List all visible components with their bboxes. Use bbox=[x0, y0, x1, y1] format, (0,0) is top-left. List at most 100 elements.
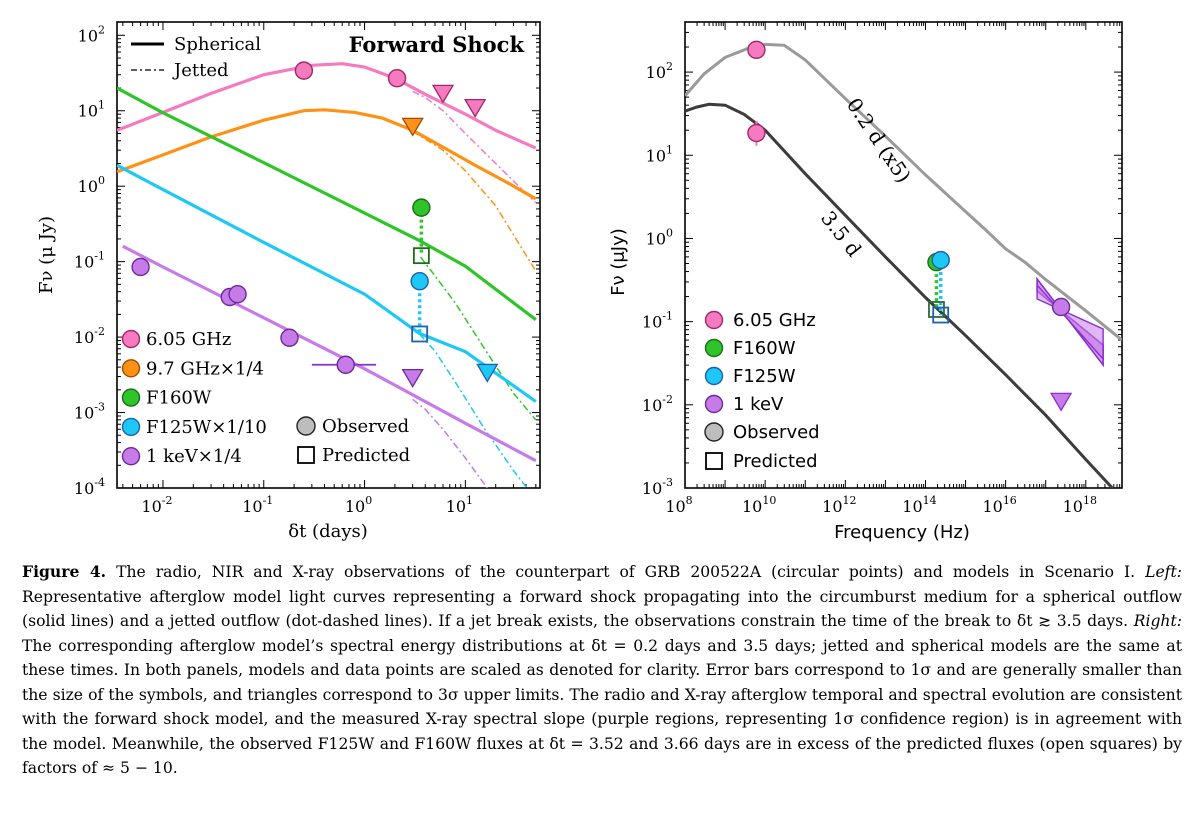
left-spherical-line-4 bbox=[122, 244, 537, 463]
left-markers bbox=[131, 61, 499, 388]
caption-right-label: Right: bbox=[1133, 612, 1182, 630]
left-ticks bbox=[117, 22, 540, 489]
left-jetted-line-0 bbox=[412, 90, 537, 204]
right-panel-sed: 108 1010 1012 1014 1016 1018 102 101 100 10-1 10-2… bbox=[608, 21, 1123, 543]
right-ytick-label-3: 10-1 bbox=[642, 310, 673, 332]
left-legend-label-2: F160W bbox=[146, 388, 212, 409]
right-ticks bbox=[684, 21, 1123, 489]
caption-left-label: Left: bbox=[1145, 563, 1182, 581]
left-observed-point-0-0 bbox=[294, 61, 314, 80]
left-upper-limit-0-0 bbox=[431, 84, 455, 104]
right-xtick-label-0: 108 bbox=[665, 494, 692, 516]
left-upper-limit-3-0 bbox=[476, 363, 499, 383]
right-upper-limit-0 bbox=[1049, 392, 1073, 412]
right-legend-observed-label: Observed bbox=[733, 422, 820, 443]
right-xtick-label-5: 1018 bbox=[1063, 494, 1097, 516]
right-observed-point-0-1 bbox=[747, 123, 766, 143]
right-sed-lines bbox=[685, 42, 1122, 488]
right-observed-point-2-0 bbox=[931, 250, 950, 270]
caption-text-1: The radio, NIR and X-ray observations of… bbox=[106, 563, 1146, 581]
left-observed-point-0-1 bbox=[387, 68, 407, 88]
right-xlabel: Frequency (Hz) bbox=[834, 522, 970, 543]
right-markers bbox=[747, 40, 1073, 412]
right-xtick-label-2: 1012 bbox=[822, 494, 856, 516]
left-legend-marker-0 bbox=[121, 329, 141, 349]
left-legend-marker-3 bbox=[121, 417, 141, 437]
left-xtick-label-2: 100 bbox=[345, 494, 372, 516]
left-jetted-line-4 bbox=[412, 398, 489, 488]
left-jetted-line-1 bbox=[412, 130, 537, 272]
right-legend-marker-2 bbox=[704, 366, 724, 386]
left-ytick-label-3: 10-1 bbox=[74, 250, 105, 272]
right-annotation-02d: 0.2 d (x5) bbox=[842, 93, 916, 187]
right-ylabel: Fν (μJy) bbox=[608, 228, 629, 296]
left-observed-point-3-0 bbox=[410, 272, 429, 291]
left-legend-label-0: 6.05 GHz bbox=[146, 329, 231, 350]
caption-label: Figure 4. bbox=[22, 562, 107, 581]
right-legend-predicted-label: Predicted bbox=[733, 451, 818, 472]
left-xtick-label-3: 101 bbox=[446, 494, 473, 516]
left-upper-limit-1-0 bbox=[401, 117, 424, 137]
left-upper-limit-0-1 bbox=[464, 98, 487, 118]
left-ytick-label-0: 102 bbox=[78, 23, 105, 45]
right-observed-point-3-0 bbox=[1051, 297, 1071, 317]
right-predicted-square-0 bbox=[928, 301, 945, 318]
right-legend-marker-3 bbox=[704, 394, 724, 414]
figure-caption: Figure 4. The radio, NIR and X-ray obser… bbox=[22, 560, 1182, 781]
left-observed-point-4-0 bbox=[131, 257, 150, 277]
left-ytick-label-2: 100 bbox=[78, 174, 105, 196]
left-predicted-square-3-0 bbox=[411, 325, 429, 343]
left-panel-lightcurves: 10-2 10-1 100 101 102 101 100 10-1 10-2 10-3 10-4 F… bbox=[36, 21, 541, 542]
right-ytick-label-1: 101 bbox=[646, 143, 673, 165]
right-ytick-label-4: 10-2 bbox=[642, 393, 673, 415]
left-legend-observed-label: Observed bbox=[322, 416, 409, 437]
right-xray-bowtie-b bbox=[1036, 283, 1104, 361]
legend-jetted-label: Jetted bbox=[172, 60, 229, 81]
left-spherical-line-2 bbox=[117, 86, 537, 321]
left-ylabel: Fν (μ Jy) bbox=[36, 216, 57, 294]
left-legend-observed-marker bbox=[296, 416, 316, 436]
right-legend-marker-0 bbox=[704, 310, 724, 330]
right-observed-point-0-0 bbox=[747, 40, 766, 60]
left-xlabel: δt (days) bbox=[288, 521, 368, 542]
right-xtick-label-1: 1010 bbox=[742, 494, 776, 516]
left-jetted-line-2 bbox=[420, 256, 537, 421]
left-model-lines bbox=[117, 62, 537, 488]
left-xtick-label-0: 10-2 bbox=[141, 494, 172, 516]
left-observed-point-4-4 bbox=[336, 355, 355, 374]
left-legend-label-1: 9.7 GHz×1/4 bbox=[146, 358, 264, 379]
left-legend-predicted-marker bbox=[297, 446, 315, 464]
right-xtick-label-4: 1016 bbox=[982, 494, 1016, 516]
left-legend-marker-1 bbox=[121, 359, 141, 378]
right-frame bbox=[684, 21, 1123, 489]
left-legend-predicted-label: Predicted bbox=[322, 445, 410, 466]
left-observed-point-4-3 bbox=[280, 328, 299, 347]
left-spherical-line-3 bbox=[117, 163, 537, 403]
right-legend-label-1: F160W bbox=[733, 338, 796, 359]
legend-spherical-label: Spherical bbox=[174, 34, 261, 55]
right-legend-observed-marker bbox=[704, 422, 724, 442]
right-legend-label-3: 1 keV bbox=[733, 394, 784, 415]
left-spherical-line-1 bbox=[117, 108, 537, 201]
left-spherical-line-0 bbox=[117, 62, 537, 150]
right-legend-label-2: F125W bbox=[733, 366, 796, 387]
left-ytick-label-6: 10-4 bbox=[74, 476, 105, 498]
right-legend-predicted-marker bbox=[705, 452, 723, 470]
right-sed-line-1 bbox=[685, 102, 1115, 488]
left-ytick-label-4: 10-2 bbox=[74, 325, 105, 347]
right-predicted-square-1 bbox=[932, 306, 950, 324]
figure-canvas: 10-2 10-1 100 101 102 101 100 10-1 10-2 10-3 10-4 F… bbox=[36, 21, 1123, 543]
left-observed-point-4-2 bbox=[228, 285, 247, 304]
right-annotation-35d: 3.5 d bbox=[816, 206, 866, 261]
left-ytick-label-5: 10-3 bbox=[74, 401, 105, 423]
left-predicted-square-2-0 bbox=[412, 247, 430, 265]
left-legend-marker-4 bbox=[121, 447, 141, 466]
left-title: Forward Shock bbox=[349, 32, 525, 57]
right-xtick-label-3: 1014 bbox=[902, 494, 936, 516]
right-ytick-label-2: 100 bbox=[646, 226, 673, 248]
left-legend-label-4: 1 keV×1/4 bbox=[146, 446, 242, 467]
caption-text-3: The corresponding afterglow model’s spec… bbox=[22, 636, 1182, 778]
left-legend-marker-2 bbox=[121, 388, 141, 407]
left-frame bbox=[116, 21, 541, 489]
right-ytick-label-5: 10-3 bbox=[642, 476, 673, 498]
